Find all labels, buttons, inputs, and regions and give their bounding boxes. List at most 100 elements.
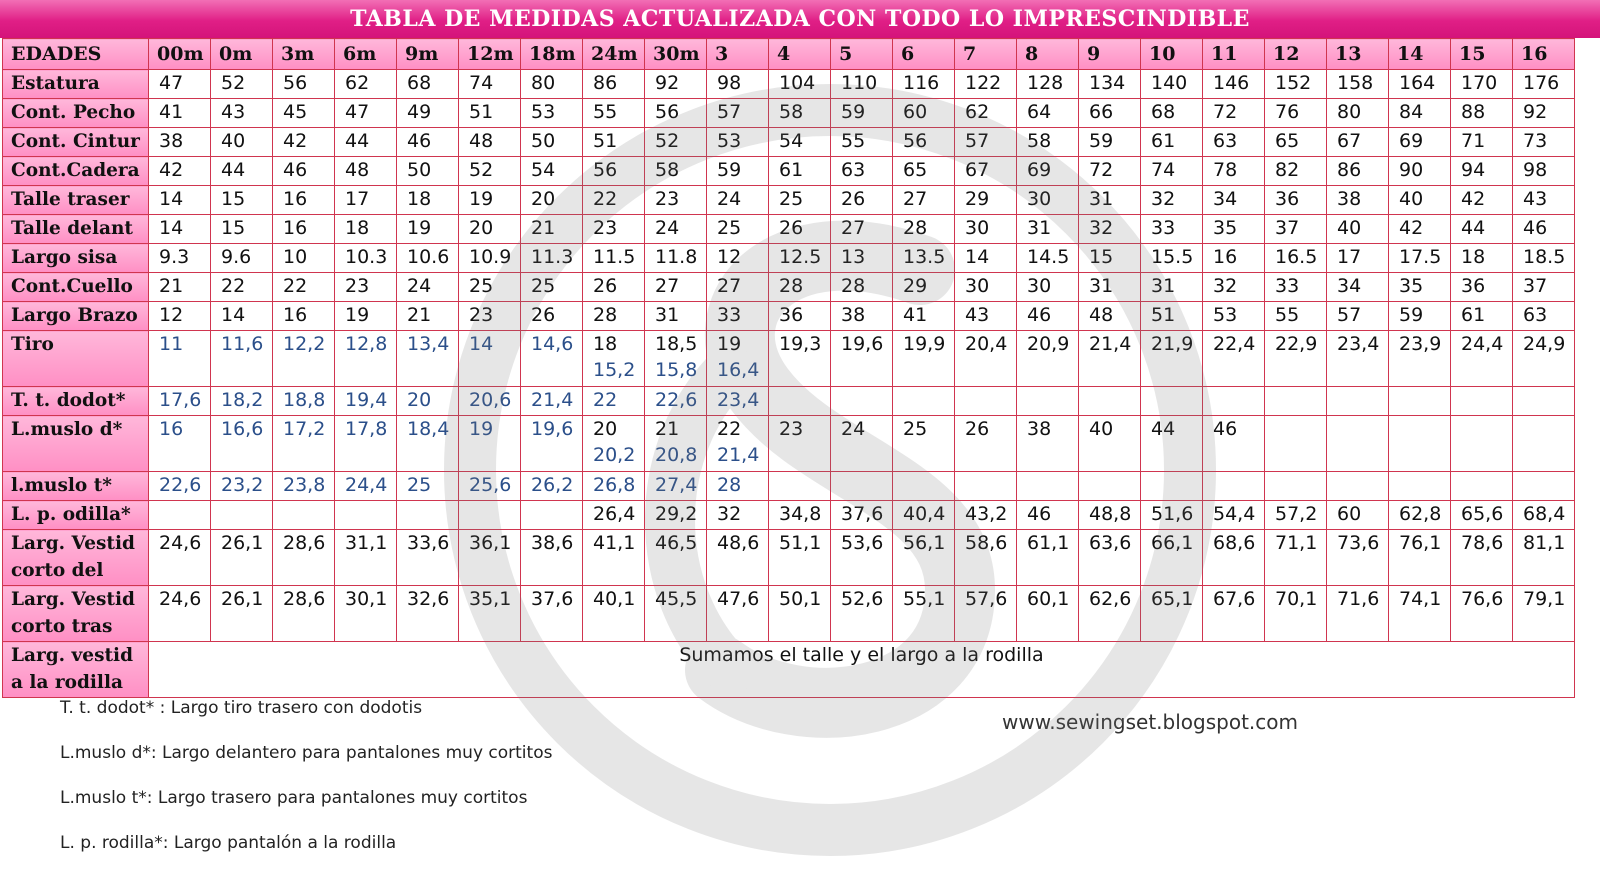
table-cell: 23 (644, 185, 707, 215)
row-label: L. p. odilla* (2, 500, 149, 530)
table-cell: 94 (1450, 156, 1513, 186)
table-cell: 9.3 (148, 243, 211, 273)
table-cell: 57,6 (954, 585, 1017, 642)
table-cell: 51 (458, 98, 521, 128)
footnote-lmuslo-t: L.muslo t*: Largo trasero para pantalone… (60, 788, 528, 808)
table-cell: 35 (1388, 272, 1451, 302)
table-cell: 40,1 (582, 585, 645, 642)
table-row-vestido-tras: Larg. Vestid corto tras 24,6 26,1 28,6 30,1 3… (2, 585, 1575, 642)
table-cell: 19 (458, 415, 521, 472)
table-cell: 31,1 (334, 529, 397, 586)
table-cell: 51 (582, 127, 645, 157)
table-cell: 15 (210, 214, 273, 244)
table-cell: 25 (768, 185, 831, 215)
table-cell: 15 (210, 185, 273, 215)
table-cell: 40 (1078, 415, 1141, 472)
table-cell: 15 (1078, 243, 1141, 273)
age-header: 6m (334, 38, 397, 70)
row-label: Larg. vestid a la rodilla (2, 641, 149, 698)
table-cell: 14,6 (520, 330, 583, 387)
age-header: 3 (706, 38, 769, 70)
table-cell: 41 (892, 301, 955, 331)
table-cell: 22,9 (1264, 330, 1327, 387)
row-label: l.muslo t* (2, 471, 149, 501)
table-cell: 16,6 (210, 415, 273, 472)
table-row: Talle delant 14 15 16 18 19 20 21 23 24 25 26 27 28 30… (2, 214, 1575, 244)
row-label: L.muslo d* (2, 415, 149, 472)
table-cell: 23 (334, 272, 397, 302)
table-cell: 53 (706, 127, 769, 157)
table-cell: 72 (1078, 156, 1141, 186)
table-cell: 12,2 (272, 330, 335, 387)
footnote-lp-rodilla: L. p. rodilla*: Largo pantalón a la rodi… (60, 833, 397, 853)
table-cell: 20 (396, 386, 459, 416)
table-cell: 86 (582, 69, 645, 99)
table-cell: 30 (954, 214, 1017, 244)
table-cell: 61 (768, 156, 831, 186)
table-cell: 59 (1388, 301, 1451, 331)
table-cell: 74,1 (1388, 585, 1451, 642)
table-cell: 24,9 (1512, 330, 1575, 387)
table-cell: 14 (148, 185, 211, 215)
table-cell: 12 (706, 243, 769, 273)
table-cell: 24,4 (1450, 330, 1513, 387)
table-cell: 22,6 (644, 386, 707, 416)
table-cell: 10.6 (396, 243, 459, 273)
table-cell: 42 (1388, 214, 1451, 244)
website-link[interactable]: www.sewingset.blogspot.com (1002, 710, 1298, 734)
empty-cell (768, 386, 831, 416)
table-cell: 58 (1016, 127, 1079, 157)
table-cell: 98 (1512, 156, 1575, 186)
table-cell: 54 (768, 127, 831, 157)
table-cell: 82 (1264, 156, 1327, 186)
table-cell: 43 (954, 301, 1017, 331)
table-cell: 23,8 (272, 471, 335, 501)
table-cell: 10.3 (334, 243, 397, 273)
table-cell: 11 (148, 330, 211, 387)
table-cell: 19,3 (768, 330, 831, 387)
table-cell: 19 (458, 185, 521, 215)
table-cell: 51,1 (768, 529, 831, 586)
table-cell: 17,6 (148, 386, 211, 416)
table-cell: 146 (1202, 69, 1265, 99)
age-header: 3m (272, 38, 335, 70)
cell-value-secondary: 15,2 (593, 359, 636, 381)
table-cell: 19,6 (830, 330, 893, 387)
table-cell: 24 (830, 415, 893, 472)
table-cell: 32 (1202, 272, 1265, 302)
table-cell: 26,4 (582, 500, 645, 530)
table-cell: 65,6 (1450, 500, 1513, 530)
age-header: 18m (520, 38, 583, 70)
table-cell: 98 (706, 69, 769, 99)
table-cell: 27 (830, 214, 893, 244)
table-cell: 50,1 (768, 585, 831, 642)
table-cell: 20,6 (458, 386, 521, 416)
table-row-lmuslo-d: L.muslo d* 16 16,6 17,2 17,8 18,4 19 19,6 20 20,2… (2, 415, 1575, 472)
table-cell: 73,6 (1326, 529, 1389, 586)
table-cell: 80 (1326, 98, 1389, 128)
table-cell: 70,1 (1264, 585, 1327, 642)
empty-cell (768, 471, 831, 501)
table-cell: 92 (644, 69, 707, 99)
table-cell: 56 (644, 98, 707, 128)
table-cell: 54,4 (1202, 500, 1265, 530)
table-cell: 25 (706, 214, 769, 244)
table-cell: 63 (830, 156, 893, 186)
empty-cell (892, 386, 955, 416)
age-header: 12 (1264, 38, 1327, 70)
empty-cell (1388, 471, 1451, 501)
table-cell: 9.6 (210, 243, 273, 273)
table-cell: 21 (396, 301, 459, 331)
table-cell: 62 (954, 98, 1017, 128)
empty-cell (1264, 386, 1327, 416)
table-cell: 79,1 (1512, 585, 1575, 642)
table-cell: 36 (1264, 185, 1327, 215)
cell-value-secondary: 15,8 (655, 359, 698, 381)
table-cell: 27 (706, 272, 769, 302)
table-cell: 16 (148, 415, 211, 472)
table-cell: 62,8 (1388, 500, 1451, 530)
table-cell: 18 (396, 185, 459, 215)
row-label: Tiro (2, 330, 149, 387)
empty-cell (1326, 415, 1389, 472)
table-cell: 17 (1326, 243, 1389, 273)
